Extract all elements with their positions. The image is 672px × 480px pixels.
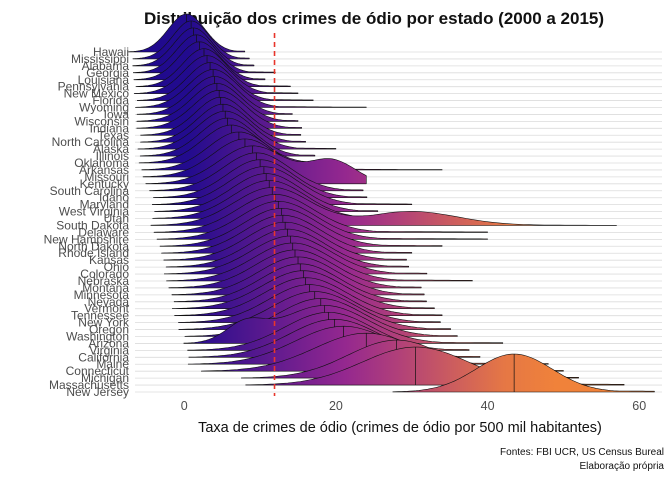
state-label: New York [78, 316, 130, 330]
state-label: Vermont [84, 302, 129, 316]
state-label: Montana [82, 281, 129, 295]
state-label: Washington [66, 329, 129, 343]
state-label: Iowa [104, 107, 130, 121]
x-axis-ticks: 0 20 40 60 [181, 399, 646, 413]
state-label: Colorado [80, 267, 129, 281]
state-label: Texas [98, 128, 129, 142]
ridge-new-jersey [392, 353, 655, 393]
state-label: Oregon [89, 323, 129, 337]
state-label: Mississippi [71, 52, 129, 66]
x-axis-title: Taxa de crimes de ódio (crimes de ódio p… [198, 420, 602, 436]
state-label: South Carolina [50, 184, 130, 198]
state-label: Oklahoma [74, 156, 129, 170]
state-label: Massachusetts [49, 378, 129, 392]
x-tick-label: 20 [329, 399, 343, 413]
state-label: Illinois [96, 149, 129, 163]
y-axis-labels: HawaiiMississippiAlabamaGeorgiaLouisiana… [44, 45, 130, 399]
state-label: Virginia [89, 343, 129, 357]
state-label: Louisiana [78, 73, 130, 87]
state-label: Ohio [104, 260, 130, 274]
state-label: New Mexico [64, 87, 130, 101]
state-label: Utah [104, 212, 129, 226]
state-label: Pennsylvania [58, 80, 130, 94]
state-label: Michigan [81, 371, 129, 385]
state-label: Nebraska [78, 274, 130, 288]
state-label: Nevada [88, 295, 130, 309]
x-tick-label: 60 [632, 399, 646, 413]
x-tick-label: 40 [481, 399, 495, 413]
state-label: Maryland [80, 198, 129, 212]
caption-sources: Fontes: FBI UCR, US Census Bureal [500, 447, 664, 458]
state-label: Missouri [84, 170, 129, 184]
state-label: Wyoming [79, 101, 129, 115]
state-label: Hawaii [93, 45, 129, 59]
state-label: Georgia [86, 66, 129, 80]
state-label: Maine [96, 357, 129, 371]
state-label: New Hampshire [44, 232, 130, 246]
state-label: Wisconsin [74, 114, 129, 128]
state-label: Kentucky [80, 177, 129, 191]
state-label: Rhode Island [58, 246, 129, 260]
state-label: North Dakota [58, 239, 129, 253]
caption-note: Elaboração própria [580, 461, 665, 472]
ridges [128, 13, 655, 393]
state-label: Kansas [89, 253, 129, 267]
chart-title: Distribuição dos crimes de ódio por esta… [144, 9, 604, 28]
state-label: Florida [92, 94, 129, 108]
state-label: Delaware [78, 225, 129, 239]
state-label: West Virginia [59, 205, 130, 219]
state-label: South Dakota [56, 218, 129, 232]
state-label: Indiana [90, 121, 130, 135]
state-label: New Jersey [66, 385, 129, 399]
state-label: Idaho [99, 191, 129, 205]
state-label: Arkansas [79, 163, 129, 177]
state-label: Arizona [88, 336, 129, 350]
state-label: Tennessee [71, 309, 129, 323]
state-label: North Carolina [52, 135, 130, 149]
x-tick-label: 0 [181, 399, 188, 413]
state-label: Alabama [82, 59, 130, 73]
state-label: California [78, 350, 129, 364]
state-label: Minnesota [74, 288, 130, 302]
state-label: Connecticut [66, 364, 130, 378]
state-label: Alaska [93, 142, 129, 156]
